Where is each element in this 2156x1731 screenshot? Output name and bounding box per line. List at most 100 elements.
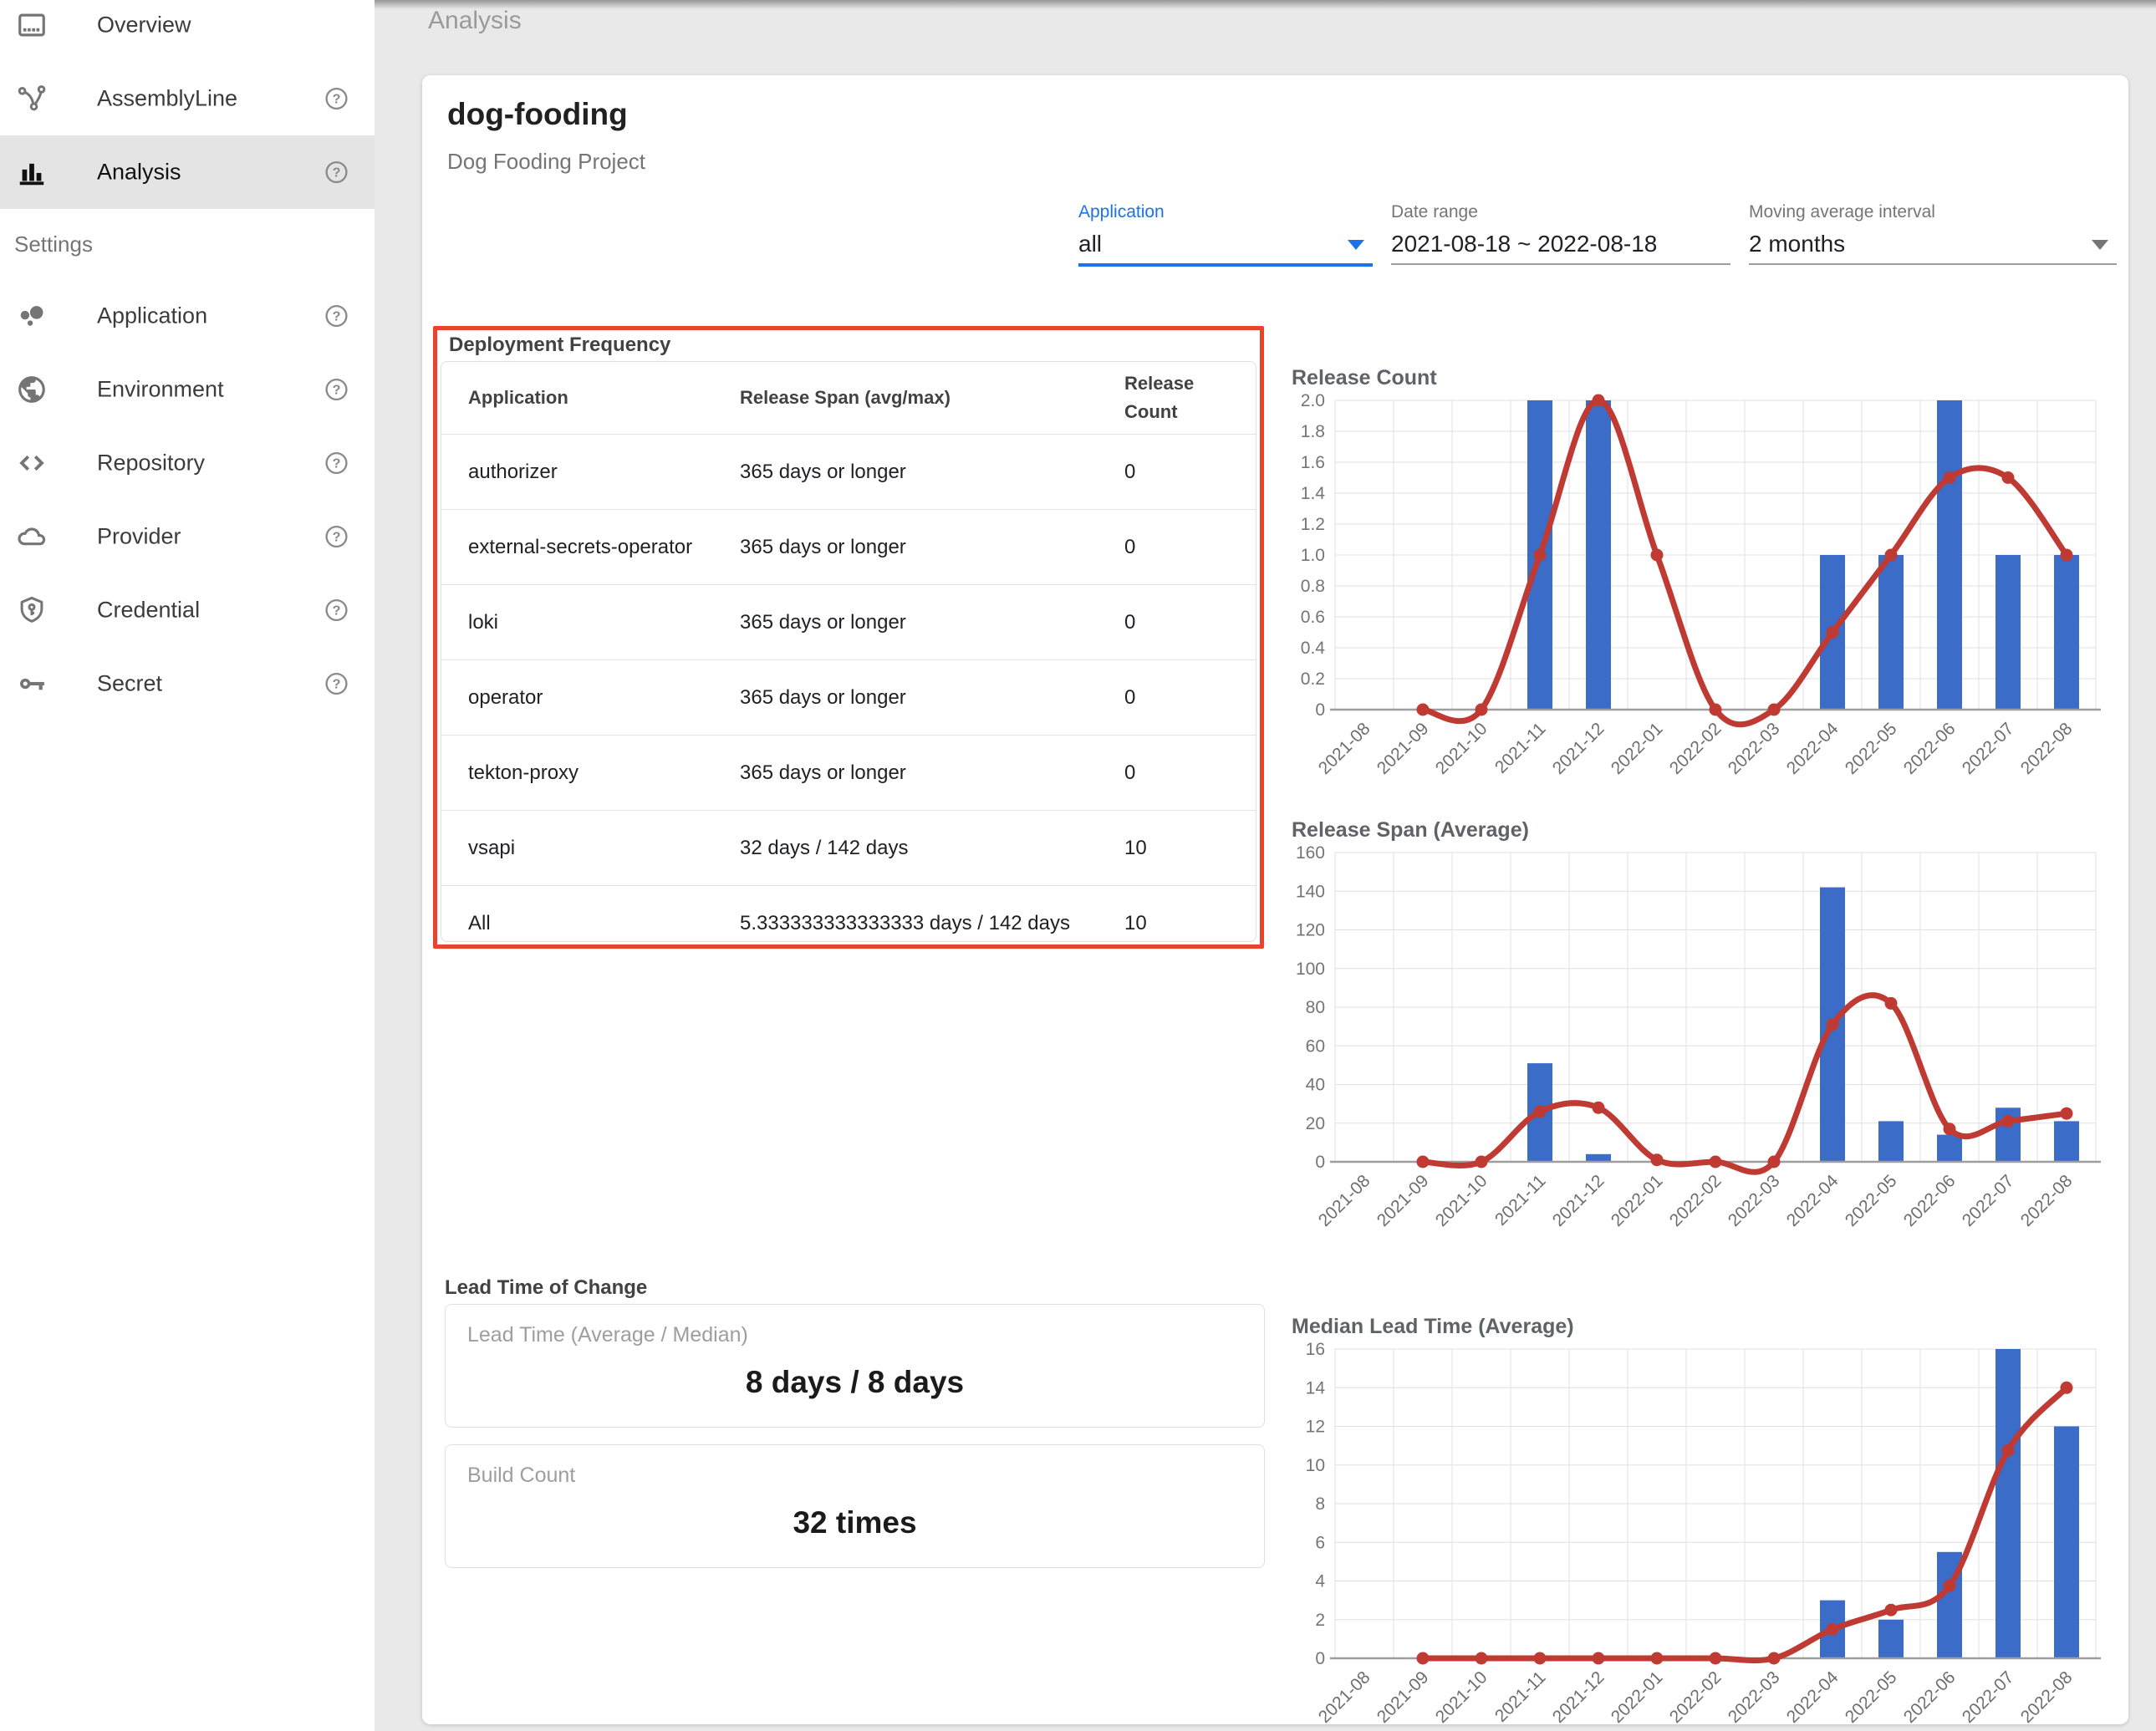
svg-text:2021-12: 2021-12 <box>1549 1667 1608 1724</box>
sidebar-item-overview[interactable]: Overview <box>0 0 375 62</box>
sidebar-item-label: Repository <box>97 450 206 476</box>
moving-average-filter[interactable]: Moving average interval 2 months <box>1749 201 2117 265</box>
svg-text:2022-04: 2022-04 <box>1783 1667 1843 1724</box>
svg-text:2022-01: 2022-01 <box>1608 1171 1667 1230</box>
svg-text:2: 2 <box>1315 1611 1325 1630</box>
help-icon[interactable]: ? <box>324 160 349 186</box>
date-range-filter-label: Date range <box>1391 202 1478 221</box>
sidebar-settings-nav: Application? Environment? Repository? Provi… <box>0 279 375 720</box>
svg-text:0: 0 <box>1315 1153 1325 1172</box>
svg-text:2022-02: 2022-02 <box>1666 719 1725 778</box>
svg-text:2022-03: 2022-03 <box>1725 719 1784 778</box>
table-row: tekton-proxy 365 days or longer 0 <box>441 735 1256 811</box>
dvr-icon <box>16 9 48 41</box>
column-header-release-span-avg-max-: Release Span (avg/max) <box>740 386 951 408</box>
app-name-cell: operator <box>468 685 543 709</box>
project-description: Dog Fooding Project <box>447 149 646 174</box>
chart-release-span: Release Span (Average) 0 20 40 60 80 100 120 140… <box>1292 817 2119 1265</box>
release-count-cell: 10 <box>1124 836 1147 859</box>
svg-text:2021-08: 2021-08 <box>1315 719 1374 778</box>
help-icon[interactable]: ? <box>324 671 349 697</box>
release-count-cell: 0 <box>1124 460 1136 483</box>
svg-text:2022-03: 2022-03 <box>1725 1667 1784 1724</box>
release-count-cell: 0 <box>1124 535 1136 558</box>
table-row: authorizer 365 days or longer 0 <box>441 434 1256 510</box>
chart-median-lead-time: Median Lead Time (Average) 0 2 4 6 8 10 12 14 16 2… <box>1292 1314 2119 1724</box>
release-span-cell: 32 days / 142 days <box>740 836 909 859</box>
svg-text:2022-06: 2022-06 <box>1900 1171 1960 1230</box>
svg-text:0.6: 0.6 <box>1301 608 1325 627</box>
chart-title: Release Count <box>1292 366 1437 389</box>
svg-text:2021-11: 2021-11 <box>1491 1171 1550 1230</box>
svg-text:2022-07: 2022-07 <box>1959 719 2018 778</box>
application-filter[interactable]: Application all <box>1078 201 1373 267</box>
svg-text:0: 0 <box>1315 700 1325 720</box>
date-range-filter-value: 2021-08-18 ~ 2022-08-18 <box>1391 231 1658 257</box>
svg-text:1.0: 1.0 <box>1301 546 1325 565</box>
sidebar-item-label: AssemblyLine <box>97 85 238 111</box>
page-title: Analysis <box>428 7 522 34</box>
svg-text:?: ? <box>333 383 341 398</box>
svg-text:2022-02: 2022-02 <box>1666 1667 1725 1724</box>
column-header-application: Application <box>468 386 568 408</box>
svg-text:2021-09: 2021-09 <box>1374 1171 1433 1230</box>
sidebar-item-label: Environment <box>97 376 224 402</box>
sidebar-item-label: Credential <box>97 597 201 623</box>
app-name-cell: All <box>468 911 491 934</box>
sidebar-item-label: Analysis <box>97 159 181 185</box>
svg-text:0.4: 0.4 <box>1301 639 1326 658</box>
svg-text:10: 10 <box>1306 1456 1325 1475</box>
svg-text:40: 40 <box>1306 1076 1325 1095</box>
help-icon[interactable]: ? <box>324 598 349 624</box>
table-row: operator 365 days or longer 0 <box>441 659 1256 736</box>
table-header-row: Application Release Span (avg/max) Release… <box>441 362 1256 435</box>
chevron-down-icon <box>1348 240 1364 250</box>
help-icon[interactable]: ? <box>324 451 349 476</box>
app-name-cell: external-secrets-operator <box>468 535 693 558</box>
help-icon[interactable]: ? <box>324 86 349 112</box>
svg-text:2021-11: 2021-11 <box>1491 719 1550 777</box>
svg-text:2022-05: 2022-05 <box>1842 719 1901 778</box>
sidebar-item-credential[interactable]: Credential? <box>0 573 375 647</box>
svg-text:120: 120 <box>1296 921 1325 940</box>
svg-text:8: 8 <box>1315 1494 1325 1514</box>
help-icon[interactable]: ? <box>324 303 349 329</box>
sidebar-item-environment[interactable]: Environment? <box>0 353 375 426</box>
svg-text:?: ? <box>333 165 341 181</box>
lead-time-card-label: Lead Time (Average / Median) <box>467 1323 748 1347</box>
svg-text:2021-12: 2021-12 <box>1549 1171 1608 1230</box>
table-row: loki 365 days or longer 0 <box>441 584 1256 660</box>
svg-text:4: 4 <box>1315 1572 1325 1591</box>
sidebar-item-analysis[interactable]: Analysis? <box>0 135 375 209</box>
svg-text:2021-11: 2021-11 <box>1491 1667 1550 1724</box>
svg-text:20: 20 <box>1306 1114 1325 1133</box>
svg-text:2022-06: 2022-06 <box>1900 719 1960 778</box>
sidebar-item-secret[interactable]: Secret? <box>0 647 375 720</box>
release-count-cell: 0 <box>1124 610 1136 634</box>
svg-text:2022-05: 2022-05 <box>1842 1171 1901 1230</box>
svg-text:?: ? <box>333 677 341 692</box>
app-name-cell: vsapi <box>468 836 516 859</box>
moving-average-filter-value: 2 months <box>1749 231 1846 257</box>
sidebar-main-nav: Overview AssemblyLine? Analysis? <box>0 0 375 209</box>
sidebar-item-provider[interactable]: Provider? <box>0 500 375 573</box>
sidebar-item-label: Provider <box>97 523 181 549</box>
date-range-filter[interactable]: Date range 2021-08-18 ~ 2022-08-18 <box>1391 201 1730 265</box>
svg-text:2022-08: 2022-08 <box>2017 1171 2077 1230</box>
release-span-cell: 5.333333333333333 days / 142 days <box>740 911 1071 934</box>
svg-text:2022-01: 2022-01 <box>1608 1667 1667 1724</box>
help-icon[interactable]: ? <box>324 377 349 403</box>
build-count-card: Build Count 32 times <box>445 1444 1265 1568</box>
sidebar-item-application[interactable]: Application? <box>0 279 375 353</box>
application-filter-value: all <box>1078 231 1103 257</box>
help-icon[interactable]: ? <box>324 524 349 550</box>
svg-text:2022-08: 2022-08 <box>2017 1667 2077 1724</box>
deployment-frequency-highlight-box: Deployment Frequency Application Release … <box>433 326 1264 949</box>
sidebar-item-repository[interactable]: Repository? <box>0 426 375 500</box>
build-count-card-value: 32 times <box>793 1505 917 1540</box>
lead-time-section-title: Lead Time of Change <box>445 1276 648 1299</box>
sidebar-item-assemblyline[interactable]: AssemblyLine? <box>0 62 375 135</box>
svg-text:2021-09: 2021-09 <box>1374 1667 1433 1724</box>
app-dots-icon <box>16 300 48 332</box>
